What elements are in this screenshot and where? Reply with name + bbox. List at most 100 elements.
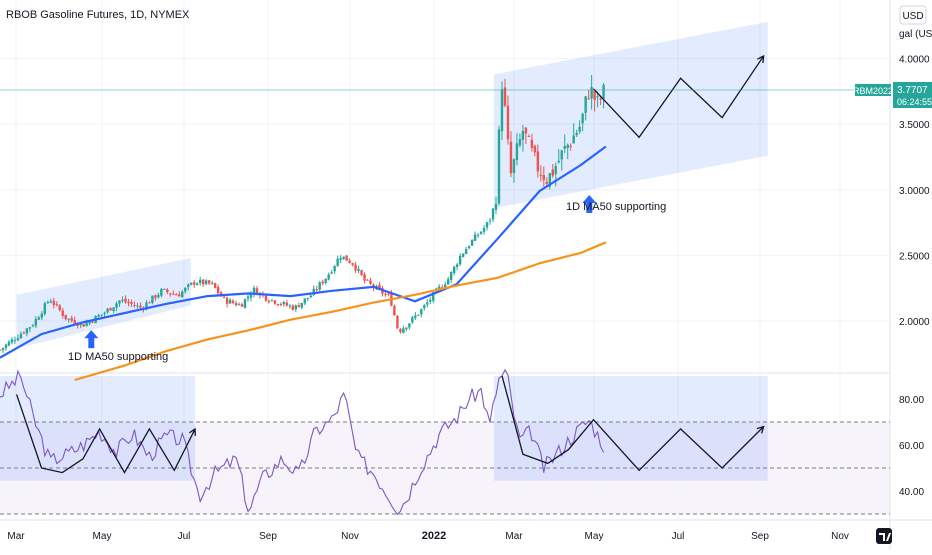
candle-body bbox=[300, 302, 303, 308]
chart-title: RBOB Gasoline Futures, 1D, NYMEX bbox=[6, 9, 190, 21]
candle-body bbox=[49, 301, 52, 303]
candle-body bbox=[136, 305, 139, 307]
candle-body bbox=[175, 294, 178, 296]
candle-body bbox=[512, 159, 516, 174]
candle-body bbox=[357, 268, 360, 271]
candle-body bbox=[572, 135, 575, 144]
candle-body bbox=[563, 145, 566, 149]
annotation-left: 1D MA50 supporting bbox=[68, 351, 168, 363]
candle-body bbox=[34, 318, 38, 326]
candle-body bbox=[213, 283, 217, 288]
candle-body bbox=[73, 320, 76, 325]
time-tick: Sep bbox=[259, 531, 277, 542]
candle-body bbox=[255, 288, 259, 296]
last-price: 3.7707 bbox=[897, 85, 928, 96]
candle-body bbox=[201, 279, 205, 285]
candle-body bbox=[452, 266, 456, 273]
time-tick: Jul bbox=[672, 531, 685, 542]
candle-body bbox=[160, 289, 163, 296]
candle-body bbox=[444, 284, 447, 288]
candle-body bbox=[163, 288, 166, 290]
candle-body bbox=[378, 284, 381, 289]
candle-body bbox=[387, 293, 390, 295]
candle-body bbox=[509, 141, 513, 174]
candle-body bbox=[67, 318, 70, 320]
annotation-right: 1D MA50 supporting bbox=[566, 201, 666, 213]
channels bbox=[0, 21, 768, 481]
candle-body bbox=[393, 305, 396, 316]
price-tick: 2.5000 bbox=[899, 251, 930, 262]
time-tick: 2022 bbox=[422, 530, 446, 542]
candle-body bbox=[157, 294, 160, 298]
candle-body bbox=[321, 281, 324, 284]
candle-body bbox=[7, 341, 11, 346]
candle-body bbox=[76, 324, 79, 326]
candle-body bbox=[222, 296, 226, 298]
rsi-axis[interactable]: 80.00 60.00 40.00 bbox=[899, 395, 924, 498]
candle-body bbox=[363, 274, 366, 281]
candle-body bbox=[527, 136, 531, 138]
candle-body bbox=[455, 264, 459, 268]
candle-body bbox=[491, 208, 495, 220]
time-axis[interactable]: Mar May Jul Sep Nov 2022 Mar May Jul Sep Nov bbox=[7, 530, 849, 542]
candle-body bbox=[396, 315, 399, 329]
candle-body bbox=[46, 302, 50, 304]
candle-body bbox=[476, 234, 480, 236]
rsi-projection-path bbox=[15, 394, 196, 474]
candle-body bbox=[539, 174, 543, 176]
candle-body bbox=[82, 324, 85, 327]
candle-body bbox=[43, 303, 47, 314]
candle-body bbox=[470, 239, 474, 246]
price-tick: 2.0000 bbox=[899, 317, 930, 328]
candle-body bbox=[240, 304, 244, 307]
ma200-line bbox=[74, 241, 607, 382]
candle-body bbox=[294, 305, 298, 310]
time-tick: Mar bbox=[505, 531, 523, 542]
price-axis[interactable]: 4.0000 3.5000 3.0000 2.5000 2.0000 bbox=[899, 55, 930, 328]
candle-body bbox=[602, 84, 605, 99]
candle-body bbox=[16, 338, 20, 341]
candle-body bbox=[130, 301, 133, 304]
candle-body bbox=[461, 253, 465, 257]
candle-body bbox=[432, 292, 435, 301]
candle-body bbox=[417, 314, 420, 316]
candle-body bbox=[330, 272, 333, 274]
price-channel bbox=[493, 21, 768, 209]
time-tick: Nov bbox=[341, 531, 359, 542]
candle-body bbox=[276, 304, 280, 306]
price-tick: 3.5000 bbox=[899, 120, 930, 131]
symbol-tag-label: RBM2022 bbox=[853, 86, 893, 96]
candle-body bbox=[252, 287, 256, 294]
candle-body bbox=[429, 299, 432, 302]
candle-body bbox=[366, 279, 369, 281]
candle-body bbox=[190, 282, 193, 285]
candle-body bbox=[315, 289, 318, 291]
candle-body bbox=[4, 344, 8, 349]
candle-body bbox=[285, 302, 289, 306]
candle-body bbox=[408, 323, 411, 328]
candle-body bbox=[414, 315, 417, 319]
time-tick: Nov bbox=[831, 531, 849, 542]
candle-body bbox=[288, 305, 292, 307]
candle-body bbox=[590, 87, 593, 99]
candle-body bbox=[196, 283, 199, 285]
candle-body bbox=[551, 169, 554, 176]
candle-body bbox=[533, 145, 537, 153]
candle-body bbox=[488, 220, 492, 222]
candle-body bbox=[88, 321, 91, 324]
candle-body bbox=[426, 302, 429, 305]
candle-body bbox=[112, 307, 115, 311]
indicator-lines bbox=[0, 54, 765, 382]
candles bbox=[0, 75, 605, 354]
candle-body bbox=[503, 87, 507, 106]
tradingview-logo bbox=[876, 528, 892, 544]
candle-body bbox=[467, 246, 471, 249]
candle-body bbox=[384, 294, 387, 296]
candle-body bbox=[55, 304, 58, 306]
currency-button[interactable]: USD bbox=[899, 5, 927, 25]
candle-body bbox=[333, 265, 336, 272]
candle-body bbox=[282, 301, 286, 305]
candle-body bbox=[109, 307, 112, 311]
ma50-line bbox=[0, 145, 607, 359]
candle-body bbox=[85, 322, 88, 326]
